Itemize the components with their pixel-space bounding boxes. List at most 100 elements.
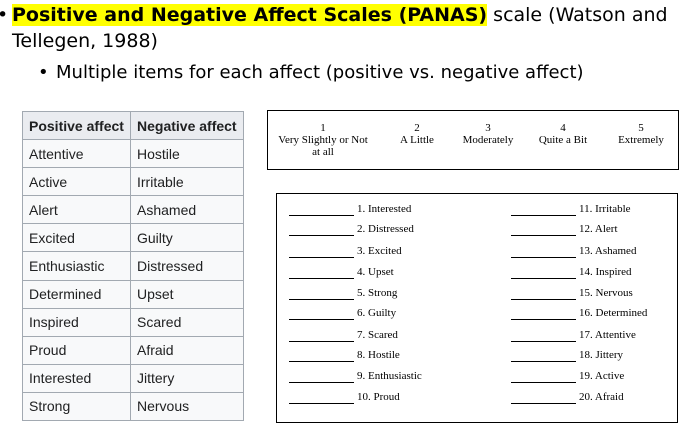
item-label: 17. Attentive <box>579 329 636 341</box>
item-label: 6. Guilty <box>357 307 397 319</box>
table-row: Inspired Scared <box>22 307 244 337</box>
item-label: 14. Inspired <box>579 266 632 278</box>
table-row: Determined Upset <box>22 279 244 309</box>
scale-point: 3 Moderately <box>428 122 548 146</box>
response-blank[interactable] <box>289 288 354 300</box>
scale-label1: Very Slightly or Not <box>278 134 368 146</box>
survey-item: 14. Inspired <box>511 266 632 280</box>
survey-item: 4. Upset <box>289 266 394 280</box>
item-label: 1. Interested <box>357 203 412 215</box>
negative-cell: Nervous <box>130 391 244 422</box>
survey-item: 2. Distressed <box>289 223 414 237</box>
response-blank[interactable] <box>289 392 354 404</box>
scale-point: 1 Very Slightly or Not at all <box>263 122 383 158</box>
table-row: Interested Jittery <box>22 363 244 393</box>
heading-rest: scale (Watson and <box>487 4 668 26</box>
negative-cell: Hostile <box>130 139 244 169</box>
survey-item: 10. Proud <box>289 391 400 405</box>
response-blank[interactable] <box>511 224 576 236</box>
response-blank[interactable] <box>289 246 354 258</box>
positive-cell: Interested <box>22 363 131 393</box>
negative-cell: Distressed <box>130 251 244 281</box>
survey-item: 15. Nervous <box>511 287 633 301</box>
scale-point: 4 Quite a Bit <box>503 122 623 146</box>
response-blank[interactable] <box>289 371 354 383</box>
response-blank[interactable] <box>511 371 576 383</box>
item-label: 16. Determined <box>579 307 648 319</box>
positive-cell: Active <box>22 167 131 197</box>
positive-cell: Alert <box>22 195 131 225</box>
negative-cell: Upset <box>130 279 244 309</box>
positive-cell: Excited <box>22 223 131 253</box>
item-label: 20. Afraid <box>579 391 624 403</box>
survey-item: 11. Irritable <box>511 203 631 217</box>
scale-number: 4 <box>560 122 566 134</box>
response-blank[interactable] <box>511 246 576 258</box>
survey-item: 17. Attentive <box>511 329 636 343</box>
response-blank[interactable] <box>511 267 576 279</box>
response-blank[interactable] <box>511 204 576 216</box>
positive-cell: Enthusiastic <box>22 251 131 281</box>
item-label: 4. Upset <box>357 266 394 278</box>
item-label: 5. Strong <box>357 287 398 299</box>
header-positive: Positive affect <box>22 110 131 141</box>
item-label: 19. Active <box>579 370 625 382</box>
sub-bullet-text: Multiple items for each affect (positive… <box>56 62 584 83</box>
sub-bullet-dot: • <box>38 62 49 83</box>
table-row: Strong Nervous <box>22 391 244 422</box>
scale-label1: Quite a Bit <box>538 134 588 146</box>
positive-cell: Inspired <box>22 307 131 337</box>
response-blank[interactable] <box>511 288 576 300</box>
panas-highlight: Positive and Negative Affect Scales (PAN… <box>12 4 488 26</box>
survey-item: 7. Scared <box>289 329 398 343</box>
table-row: Attentive Hostile <box>22 139 244 169</box>
bullet-dot: • <box>0 2 8 28</box>
response-blank[interactable] <box>289 204 354 216</box>
survey-item: 12. Alert <box>511 223 618 237</box>
survey-item: 3. Excited <box>289 245 402 259</box>
negative-cell: Afraid <box>130 335 244 365</box>
response-blank[interactable] <box>289 267 354 279</box>
item-label: 12. Alert <box>579 223 618 235</box>
survey-item: 1. Interested <box>289 203 411 217</box>
positive-cell: Determined <box>22 279 131 309</box>
response-blank[interactable] <box>289 350 354 362</box>
survey-item: 19. Active <box>511 370 624 384</box>
scale-label1: Moderately <box>462 134 514 146</box>
response-blank[interactable] <box>511 330 576 342</box>
table-row: Proud Afraid <box>22 335 244 365</box>
item-label: 7. Scared <box>357 329 398 341</box>
positive-cell: Proud <box>22 335 131 365</box>
survey-item: 6. Guilty <box>289 307 396 321</box>
survey-item: 8. Hostile <box>289 349 400 363</box>
response-blank[interactable] <box>289 308 354 320</box>
negative-cell: Ashamed <box>130 195 244 225</box>
item-label: 15. Nervous <box>579 287 633 299</box>
rating-scale-box: 1 Very Slightly or Not at all 2 A Little 3 Mod… <box>267 110 679 170</box>
heading-line-2: Tellegen, 1988) <box>12 30 158 52</box>
response-blank[interactable] <box>511 308 576 320</box>
items-box: 1. Interested 2. Distressed 3. Excited 4. U… <box>276 193 678 423</box>
item-label: 13. Ashamed <box>579 245 637 257</box>
negative-cell: Scared <box>130 307 244 337</box>
table-row: Enthusiastic Distressed <box>22 251 244 281</box>
table-header-row: Positive affect Negative affect <box>22 110 244 141</box>
response-blank[interactable] <box>289 224 354 236</box>
scale-number: 5 <box>638 122 644 134</box>
negative-cell: Guilty <box>130 223 244 253</box>
item-label: 2. Distressed <box>357 223 414 235</box>
item-label: 18. Jittery <box>579 349 623 361</box>
item-label: 9. Enthusiastic <box>357 370 422 382</box>
response-blank[interactable] <box>511 392 576 404</box>
negative-cell: Jittery <box>130 363 244 393</box>
survey-item: 20. Afraid <box>511 391 624 405</box>
table-row: Excited Guilty <box>22 223 244 253</box>
item-label: 11. Irritable <box>579 203 631 215</box>
survey-item: 5. Strong <box>289 287 397 301</box>
scale-label1: A Little <box>400 134 434 146</box>
response-blank[interactable] <box>511 350 576 362</box>
scale-number: 1 <box>320 122 326 134</box>
table-row: Active Irritable <box>22 167 244 197</box>
table-row: Alert Ashamed <box>22 195 244 225</box>
response-blank[interactable] <box>289 330 354 342</box>
